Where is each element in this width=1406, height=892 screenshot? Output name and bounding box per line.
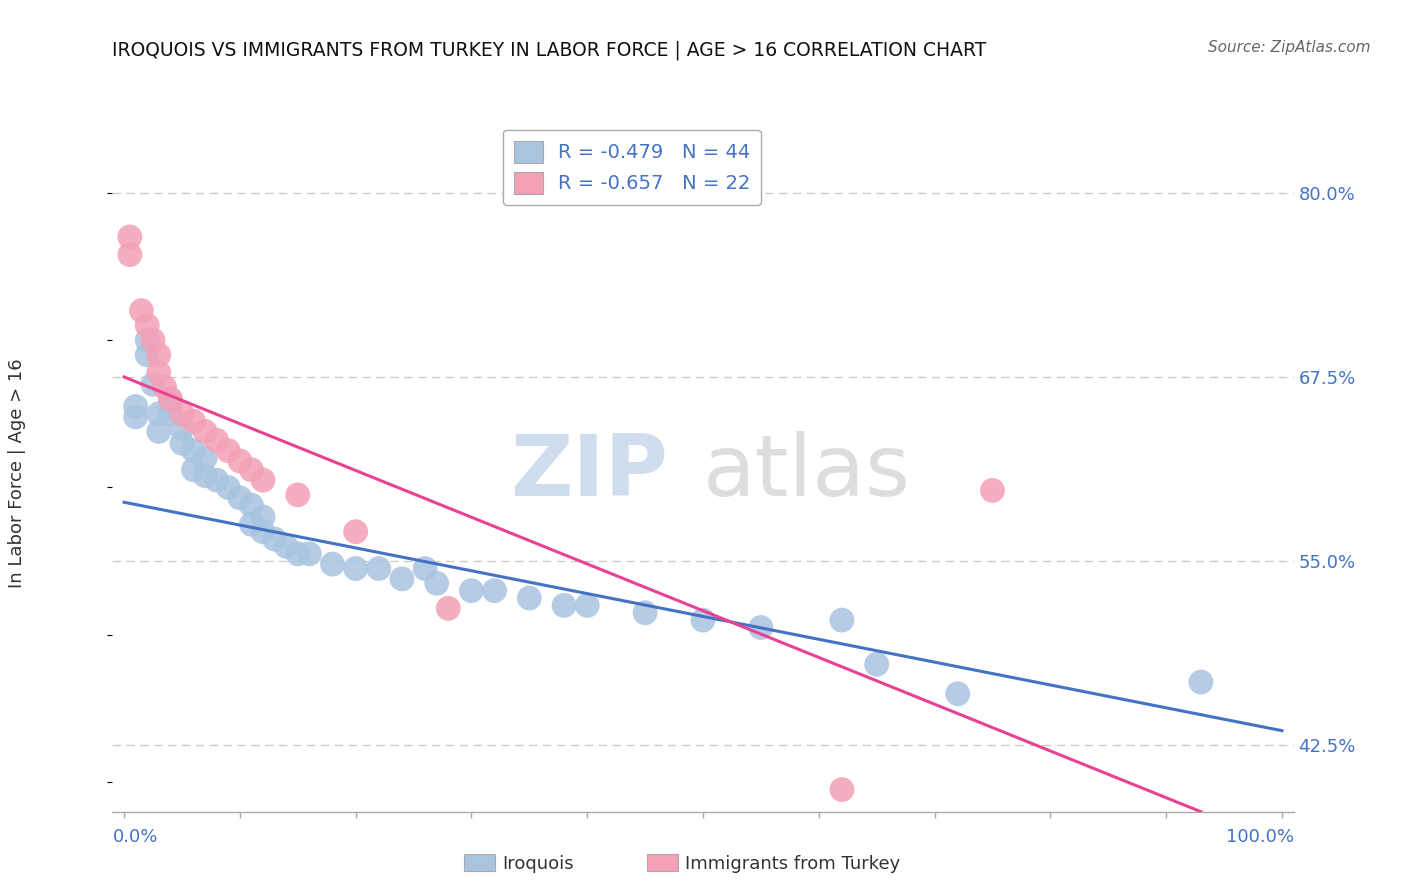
Point bbox=[159, 392, 181, 406]
Point bbox=[124, 409, 146, 424]
Point bbox=[981, 483, 1004, 498]
Point bbox=[831, 613, 853, 627]
Text: atlas: atlas bbox=[703, 431, 911, 515]
Point bbox=[426, 576, 449, 591]
Point bbox=[194, 468, 217, 483]
Point bbox=[517, 591, 540, 605]
Point bbox=[118, 247, 141, 261]
Point bbox=[437, 601, 460, 615]
Point bbox=[142, 377, 165, 392]
Point bbox=[118, 230, 141, 244]
Point bbox=[170, 421, 193, 435]
Point bbox=[391, 572, 413, 586]
Point bbox=[484, 583, 506, 598]
Point bbox=[183, 414, 205, 428]
Point bbox=[194, 450, 217, 465]
Point bbox=[413, 561, 436, 575]
Point bbox=[276, 540, 298, 554]
Point bbox=[229, 491, 252, 505]
Point bbox=[252, 473, 274, 487]
Point bbox=[159, 392, 181, 406]
Point bbox=[263, 532, 285, 546]
Point bbox=[159, 407, 181, 421]
Point bbox=[252, 524, 274, 539]
Text: 100.0%: 100.0% bbox=[1226, 829, 1294, 847]
Text: IROQUOIS VS IMMIGRANTS FROM TURKEY IN LABOR FORCE | AGE > 16 CORRELATION CHART: IROQUOIS VS IMMIGRANTS FROM TURKEY IN LA… bbox=[112, 40, 987, 60]
Point bbox=[170, 436, 193, 450]
Point bbox=[148, 407, 170, 421]
Point bbox=[136, 348, 159, 362]
Point bbox=[240, 517, 263, 532]
Point bbox=[634, 606, 657, 620]
Text: In Labor Force | Age > 16: In Labor Force | Age > 16 bbox=[8, 358, 25, 588]
Text: ZIP: ZIP bbox=[510, 431, 668, 515]
Point bbox=[148, 425, 170, 439]
Point bbox=[367, 561, 389, 575]
Point bbox=[217, 481, 239, 495]
Point bbox=[136, 318, 159, 333]
Point bbox=[287, 488, 309, 502]
Point bbox=[170, 407, 193, 421]
Point bbox=[298, 547, 321, 561]
Text: Source: ZipAtlas.com: Source: ZipAtlas.com bbox=[1208, 40, 1371, 55]
Point bbox=[866, 657, 889, 672]
Point bbox=[553, 599, 575, 613]
Point bbox=[217, 443, 239, 458]
Point bbox=[240, 463, 263, 477]
Legend: R = -0.479   N = 44, R = -0.657   N = 22: R = -0.479 N = 44, R = -0.657 N = 22 bbox=[503, 129, 761, 205]
Point bbox=[183, 463, 205, 477]
Point bbox=[124, 400, 146, 414]
Point bbox=[252, 510, 274, 524]
Point bbox=[460, 583, 482, 598]
Point bbox=[205, 434, 228, 448]
Text: Iroquois: Iroquois bbox=[502, 855, 574, 873]
Point bbox=[344, 561, 367, 575]
Text: Immigrants from Turkey: Immigrants from Turkey bbox=[685, 855, 900, 873]
Point bbox=[148, 366, 170, 380]
Point bbox=[1189, 675, 1212, 690]
Point bbox=[576, 599, 599, 613]
Point bbox=[183, 443, 205, 458]
Point bbox=[229, 454, 252, 468]
Point bbox=[287, 547, 309, 561]
Point bbox=[142, 333, 165, 347]
Point bbox=[321, 557, 343, 571]
Point bbox=[136, 333, 159, 347]
Point bbox=[946, 687, 969, 701]
Point bbox=[153, 380, 176, 394]
Point bbox=[148, 348, 170, 362]
Point bbox=[240, 498, 263, 512]
Point bbox=[344, 524, 367, 539]
Point bbox=[205, 473, 228, 487]
Text: 0.0%: 0.0% bbox=[112, 829, 157, 847]
Point bbox=[692, 613, 714, 627]
Point bbox=[831, 782, 853, 797]
Point bbox=[749, 620, 772, 634]
Point bbox=[131, 303, 153, 318]
Point bbox=[194, 425, 217, 439]
